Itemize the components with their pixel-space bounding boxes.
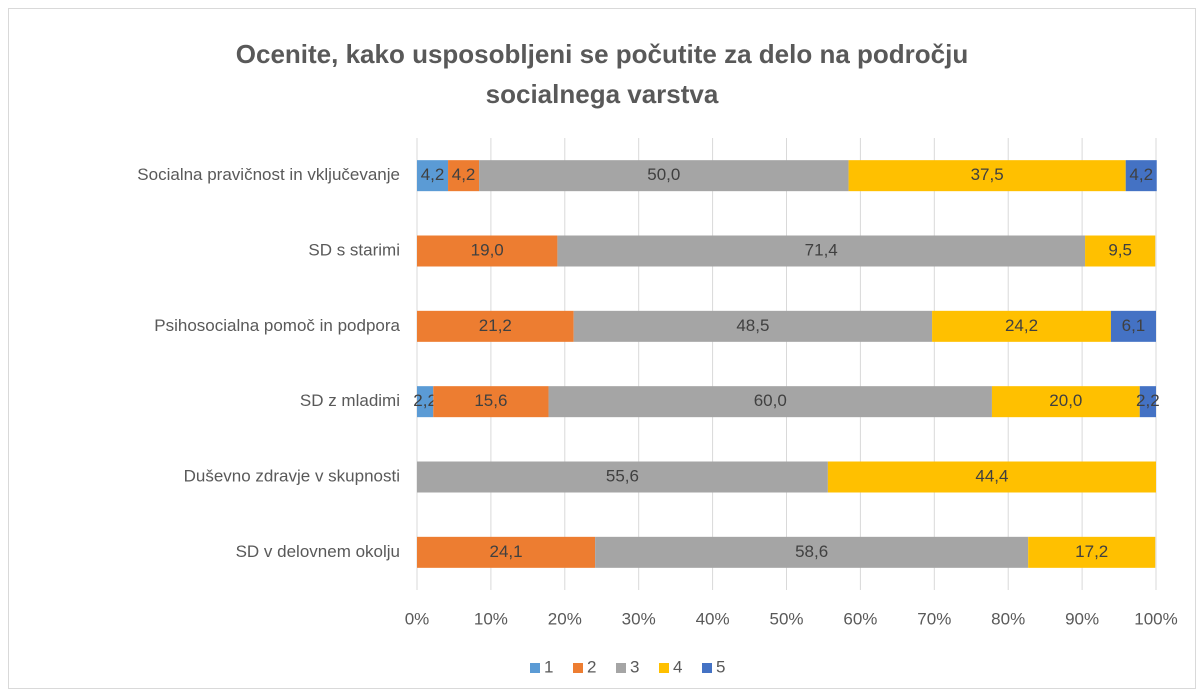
bar-segment — [417, 386, 434, 418]
legend-label: 5 — [716, 657, 725, 676]
x-tick-label: 40% — [696, 609, 730, 628]
y-tick-label: SD z mladimi — [300, 391, 400, 410]
legend-label: 3 — [630, 657, 639, 676]
chart-title: Ocenite, kako usposobljeni se počutite z… — [235, 39, 969, 109]
data-label: 2,2 — [1136, 391, 1160, 410]
chart-border — [8, 8, 1196, 689]
bar-segment — [932, 310, 1111, 342]
data-label: 4,2 — [452, 165, 476, 184]
data-label: 4,2 — [1129, 165, 1153, 184]
bar-segment — [557, 235, 1086, 267]
data-label: 2,2 — [413, 391, 437, 410]
x-tick-label: 90% — [1065, 609, 1099, 628]
x-tick-label: 0% — [405, 609, 430, 628]
x-tick-label: 20% — [548, 609, 582, 628]
legend-label: 4 — [673, 657, 682, 676]
legend-label: 1 — [544, 657, 553, 676]
data-label: 55,6 — [606, 466, 639, 485]
bar-segment — [1139, 386, 1156, 418]
data-label: 9,5 — [1108, 240, 1132, 259]
data-label: 24,2 — [1005, 316, 1038, 335]
data-label: 44,4 — [975, 466, 1008, 485]
bar-segment — [827, 461, 1156, 493]
data-label: 4,2 — [421, 165, 445, 184]
data-label: 17,2 — [1075, 542, 1108, 561]
y-tick-label: Duševno zdravje v skupnosti — [184, 466, 400, 485]
legend-swatch — [530, 663, 540, 673]
data-label: 50,0 — [647, 165, 680, 184]
data-label: 71,4 — [805, 240, 838, 259]
bar-segment — [417, 310, 574, 342]
y-tick-label: Psihosocialna pomoč in podpora — [154, 316, 400, 335]
data-label: 19,0 — [471, 240, 504, 259]
x-tick-label: 50% — [769, 609, 803, 628]
bar-segment — [1125, 160, 1157, 192]
data-label: 48,5 — [736, 316, 769, 335]
data-label: 20,0 — [1049, 391, 1082, 410]
y-tick-label: SD v delovnem okolju — [236, 542, 400, 561]
bar-segment — [448, 160, 480, 192]
bar-segment — [1085, 235, 1156, 267]
bar-segment — [991, 386, 1140, 418]
bar-segment — [595, 536, 1029, 568]
bar-segment — [848, 160, 1126, 192]
bar-segment — [417, 461, 828, 493]
legend-label: 2 — [587, 657, 596, 676]
legend-swatch — [702, 663, 712, 673]
data-label: 21,2 — [479, 316, 512, 335]
legend-swatch — [616, 663, 626, 673]
x-tick-label: 70% — [917, 609, 951, 628]
data-label: 15,6 — [474, 391, 507, 410]
data-label: 58,6 — [795, 542, 828, 561]
bar-segment — [433, 386, 549, 418]
bar-segment — [548, 386, 992, 418]
x-tick-label: 10% — [474, 609, 508, 628]
x-tick-label: 30% — [622, 609, 656, 628]
bar-segment — [417, 160, 449, 192]
bar-segment — [479, 160, 849, 192]
bar-segment — [417, 536, 596, 568]
bar-segment — [417, 235, 558, 267]
x-tick-label: 60% — [843, 609, 877, 628]
legend-swatch — [659, 663, 669, 673]
data-label: 6,1 — [1122, 316, 1146, 335]
y-tick-label: SD s starimi — [308, 240, 400, 259]
legend-swatch — [573, 663, 583, 673]
bar-segment — [573, 310, 933, 342]
y-tick-label: Socialna pravičnost in vključevanje — [137, 165, 400, 184]
x-tick-label: 80% — [991, 609, 1025, 628]
x-tick-label: 100% — [1134, 609, 1177, 628]
data-label: 24,1 — [490, 542, 523, 561]
bar-segment — [1110, 310, 1156, 342]
bar-segment — [1028, 536, 1156, 568]
data-label: 60,0 — [754, 391, 787, 410]
data-label: 37,5 — [971, 165, 1004, 184]
